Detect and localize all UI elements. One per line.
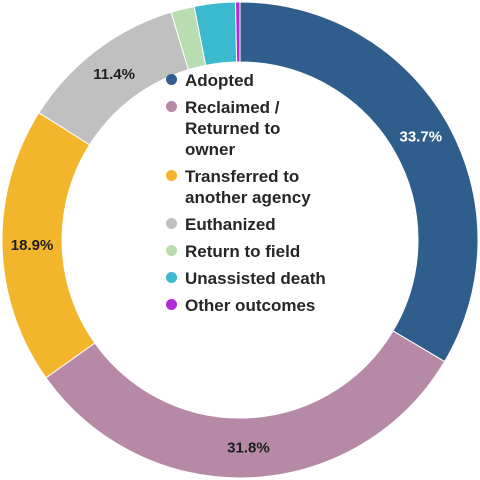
legend-swatch (166, 170, 177, 181)
legend-item-reclaimed-returned-to-owner: Reclaimed / Returned to owner (166, 97, 350, 160)
legend-item-adopted: Adopted (166, 70, 350, 91)
legend-swatch (166, 299, 177, 310)
legend-item-unassisted-death: Unassisted death (166, 268, 350, 289)
data-labels: 33.7% 31.8% 18.9% 11.4% (11, 66, 442, 456)
legend-swatch (166, 272, 177, 283)
legend-label: Transferred to another agency (185, 167, 311, 207)
legend-label: Other outcomes (185, 296, 316, 315)
legend-item-transferred-to-another-agency: Transferred to another agency (166, 166, 350, 208)
data-label-euthanized: 11.4% (93, 66, 135, 83)
legend-item-other-outcomes: Other outcomes (166, 295, 350, 316)
legend-swatch (166, 218, 177, 229)
legend-label: Euthanized (185, 215, 276, 234)
legend-label: Return to field (185, 242, 301, 261)
legend-item-euthanized: Euthanized (166, 214, 350, 235)
legend-swatch (166, 245, 177, 256)
legend-label: Adopted (185, 71, 254, 90)
legend-item-return-to-field: Return to field (166, 241, 350, 262)
legend: Adopted Reclaimed / Returned to owner Tran… (166, 70, 350, 322)
legend-label: Reclaimed / Returned to owner (185, 98, 281, 159)
legend-swatch (166, 101, 177, 112)
data-label-reclaimed-returned-to-owner: 31.8% (227, 439, 270, 456)
slice-adopted (239, 1, 479, 363)
legend-swatch (166, 74, 177, 85)
slice-reclaimed-returned-to-owner (45, 330, 446, 479)
data-label-transferred-to-another-agency: 18.9% (11, 237, 54, 254)
legend-label: Unassisted death (185, 269, 326, 288)
data-label-adopted: 33.7% (400, 129, 443, 146)
slice-other-outcomes (235, 1, 241, 63)
